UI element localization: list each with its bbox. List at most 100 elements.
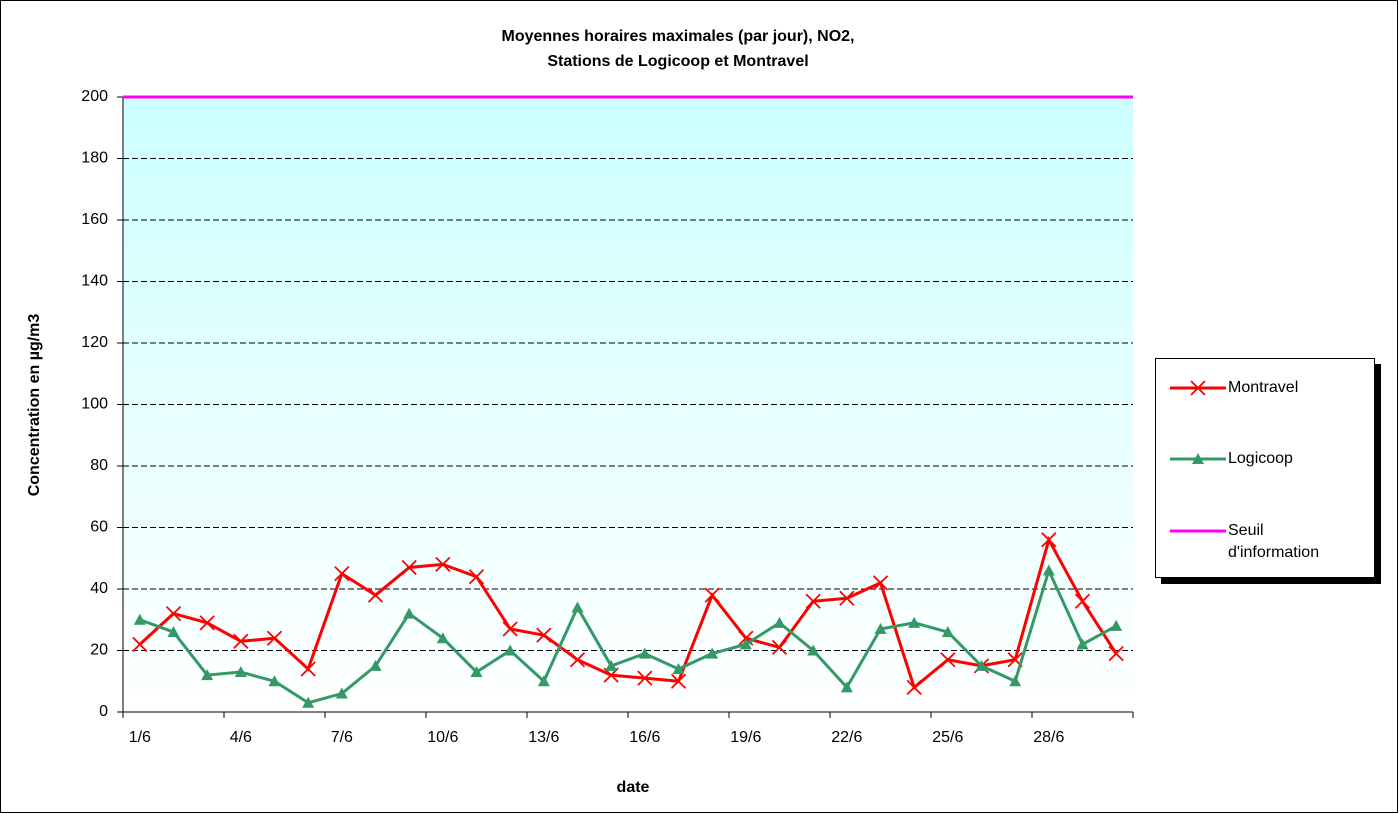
marker-x: [670, 673, 687, 689]
marker: [266, 630, 283, 646]
marker-x: [199, 615, 215, 631]
marker-x: [435, 556, 451, 573]
marker-x: [771, 639, 788, 656]
marker-triangle: [1192, 453, 1204, 464]
x-tick-label: 1/6: [129, 729, 151, 746]
marker-x: [1190, 380, 1206, 396]
y-tick-label: 200: [81, 88, 108, 105]
marker-triangle: [874, 622, 887, 634]
marker-triangle: [840, 681, 853, 693]
marker: [906, 679, 922, 696]
marker-x: [233, 633, 249, 649]
marker-x: [266, 630, 283, 646]
y-tick-label: 160: [81, 211, 108, 228]
marker: [704, 587, 720, 603]
marker-triangle: [571, 601, 584, 613]
marker: [367, 587, 384, 603]
marker: [1074, 593, 1091, 609]
y-tick-label: 140: [81, 273, 108, 290]
marker-triangle: [302, 696, 315, 708]
marker: [839, 590, 855, 606]
chart-title: Moyennes horaires maximales (par jour), …: [501, 28, 854, 45]
x-tick-label: 16/6: [629, 729, 660, 746]
marker-triangle: [1042, 564, 1055, 576]
marker-triangle: [941, 626, 954, 638]
x-tick-label: 4/6: [230, 729, 252, 746]
y-tick-label: 0: [99, 703, 108, 720]
marker-triangle: [167, 626, 180, 638]
legend-label-line: Seuil: [1228, 522, 1264, 539]
marker-x: [300, 661, 316, 677]
chart-title: Stations de Logicoop et Montravel: [547, 53, 808, 70]
marker-triangle: [1110, 619, 1123, 631]
marker-triangle: [807, 644, 820, 656]
marker-x: [367, 587, 384, 603]
marker-x: [165, 605, 182, 622]
legend-label-line: d'information: [1228, 544, 1319, 561]
marker: [468, 569, 485, 585]
x-tick-label: 22/6: [831, 729, 862, 746]
marker: [233, 633, 249, 649]
marker: [132, 636, 148, 652]
x-tick-label: 10/6: [427, 729, 458, 746]
marker-triangle: [605, 659, 618, 671]
legend: [1155, 358, 1375, 578]
marker-triangle: [975, 659, 988, 671]
marker-triangle: [268, 675, 281, 687]
marker-triangle: [773, 616, 786, 628]
marker-triangle: [638, 647, 651, 659]
y-tick-label: 100: [81, 396, 108, 413]
x-tick-label: 28/6: [1033, 729, 1064, 746]
marker-x: [569, 652, 586, 668]
marker-x: [637, 670, 653, 686]
marker-triangle: [537, 675, 550, 687]
marker-x: [401, 559, 417, 576]
marker-triangle: [739, 638, 752, 650]
marker: [569, 652, 586, 668]
legend-label: Seuil d'information: [1228, 522, 1319, 561]
y-axis-label: Concentration en µg/m3: [26, 314, 43, 497]
marker-x: [1041, 532, 1057, 548]
marker-triangle: [1009, 675, 1022, 687]
marker: [334, 565, 350, 582]
marker: [165, 605, 182, 622]
marker-triangle: [369, 659, 382, 671]
marker-x: [502, 621, 518, 637]
y-tick-label: 120: [81, 334, 108, 351]
series-line: [139, 566, 1117, 705]
x-axis-label: date: [617, 779, 650, 796]
marker: [637, 670, 653, 686]
marker-triangle: [706, 647, 719, 659]
marker: [771, 639, 788, 656]
marker-triangle: [1076, 638, 1089, 650]
marker: [199, 615, 215, 631]
legend-label: Logicoop: [1228, 450, 1293, 467]
marker-triangle: [335, 687, 348, 699]
x-tick-label: 19/6: [730, 729, 761, 746]
marker-triangle: [470, 666, 483, 678]
marker-triangle: [133, 613, 146, 625]
y-tick-label: 40: [90, 580, 108, 597]
marker: [1190, 380, 1206, 396]
marker: [670, 673, 687, 689]
marker: [1108, 645, 1124, 662]
marker-triangle: [234, 666, 247, 678]
marker: [300, 661, 316, 677]
marker: [435, 556, 451, 573]
marker: [940, 652, 956, 668]
marker: [401, 559, 417, 576]
marker-x: [805, 593, 821, 609]
marker-triangle: [672, 662, 685, 674]
marker-triangle: [504, 644, 517, 656]
marker-triangle: [201, 669, 214, 681]
y-tick-label: 80: [90, 457, 108, 474]
marker-x: [906, 679, 922, 696]
legend-label: Montravel: [1228, 379, 1298, 396]
marker-triangle: [403, 607, 416, 619]
marker-x: [1074, 593, 1091, 609]
marker: [502, 621, 518, 637]
marker: [872, 575, 889, 591]
marker-triangle: [908, 616, 921, 628]
x-tick-label: 25/6: [932, 729, 963, 746]
marker-x: [940, 652, 956, 668]
